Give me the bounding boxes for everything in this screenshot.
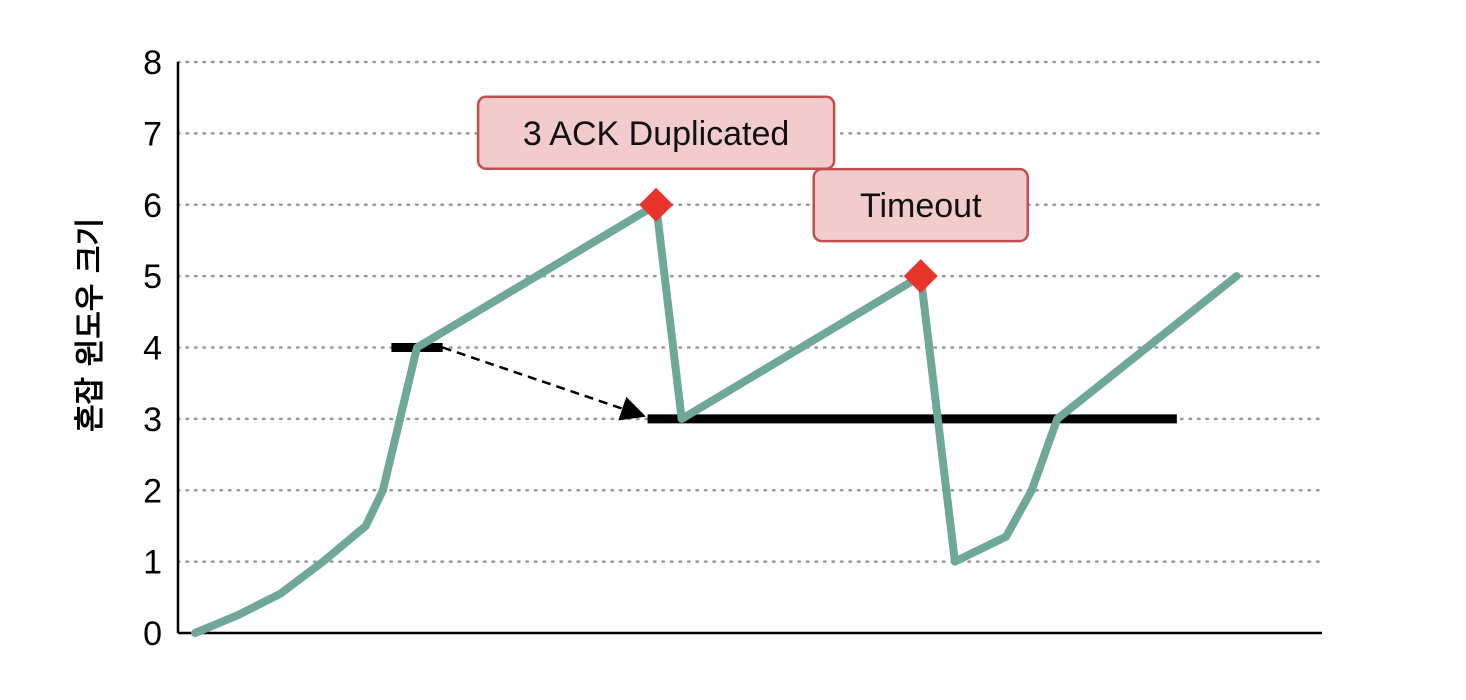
threshold-arrow (442, 346, 646, 421)
annotation-box-0 (476, 95, 836, 170)
y-tick-label-0: 0 (143, 615, 162, 653)
y-tick-label-8: 8 (143, 44, 162, 82)
event-marker-1 (903, 259, 938, 294)
y-tick-label-2: 2 (143, 472, 162, 510)
y-tick-label-4: 4 (143, 330, 162, 368)
y-axis-label: 혼잡 윈도우 크기 (73, 218, 108, 432)
annotation-label-1: Timeout (860, 187, 982, 225)
annotation-label-0: 3 ACK Duplicated (523, 115, 790, 153)
y-tick-label-7: 7 (143, 115, 162, 153)
event-marker-0 (639, 187, 674, 222)
tick-layer: 0 1 2 3 4 5 6 7 8 (143, 44, 162, 653)
axis-layer (176, 62, 1322, 635)
series-line-0 (191, 200, 1241, 637)
y-tick-label-3: 3 (143, 401, 162, 439)
y-tick-label-6: 6 (143, 187, 162, 225)
annotation-layer: 3 ACK Duplicated Timeout (476, 95, 1029, 243)
marker-layer (639, 187, 938, 294)
annotation-box-1 (812, 167, 1029, 243)
y-tick-label-5: 5 (143, 258, 162, 296)
series-layer (191, 200, 1241, 637)
y-tick-label-1: 1 (143, 544, 162, 582)
